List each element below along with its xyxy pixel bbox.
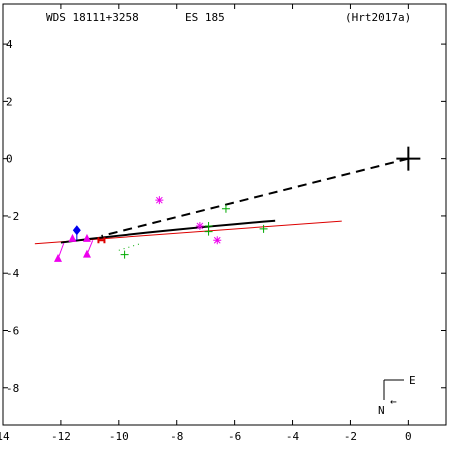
triangle-marker — [82, 233, 91, 242]
diamond-marker — [72, 225, 81, 236]
triangle-marker — [54, 253, 63, 262]
dotted-line — [118, 242, 143, 251]
plot-layer: 14 -12 -10 -8 -6 -4 -2 0 4 2 0 -2 -4 -6 -8 — [0, 3, 447, 443]
header-designation: WDS 18111+3258 — [46, 11, 139, 24]
y-tick-label: -2 — [6, 210, 19, 223]
compass-east-label: E — [409, 374, 416, 387]
triangle-marker — [82, 249, 91, 258]
x-tick-label: -2 — [344, 430, 357, 443]
x-tick-label: -6 — [228, 430, 241, 443]
x-tick-label: -8 — [170, 430, 183, 443]
plus-marker — [120, 250, 129, 259]
y-tick-label: 4 — [6, 38, 13, 51]
plus-marker — [259, 224, 268, 233]
asterisk-marker — [195, 221, 204, 230]
header-discoverer: ES 185 — [185, 11, 225, 24]
header-reference: (Hrt2017a) — [345, 11, 411, 24]
x-tick-label: -4 — [286, 430, 300, 443]
compass-rose: E N ← — [378, 374, 416, 417]
triangle-marker — [68, 233, 77, 242]
y-tick-label: -4 — [6, 267, 20, 280]
asterisk-marker — [213, 236, 222, 245]
plus-marker — [204, 227, 213, 236]
dashed-node-line — [101, 157, 409, 237]
orbit-arc — [60, 219, 276, 244]
compass-arrow-icon: ← — [390, 395, 397, 408]
x-tick-label: 14 — [0, 430, 10, 443]
hbar-marker — [97, 237, 106, 244]
y-tick-label: 0 — [6, 153, 13, 166]
y-tick-label: -6 — [6, 324, 19, 337]
plot-frame — [2, 3, 447, 426]
y-tick-label: -8 — [6, 382, 19, 395]
plus-marker — [221, 204, 230, 213]
x-tick-label: -12 — [51, 430, 71, 443]
x-tick-label: 0 — [405, 430, 412, 443]
compass-north-label: N — [378, 404, 385, 417]
y-tick-label: 2 — [6, 95, 13, 108]
asterisk-marker — [155, 196, 164, 205]
x-tick-label: -10 — [109, 430, 129, 443]
